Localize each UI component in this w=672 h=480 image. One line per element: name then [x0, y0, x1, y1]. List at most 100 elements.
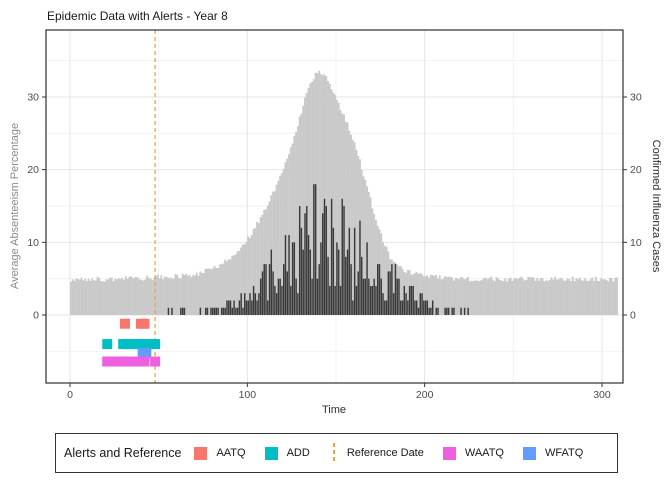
y-tick-label-right: 0 — [630, 310, 636, 322]
absenteeism-bar — [124, 276, 127, 315]
cases-bar — [373, 278, 375, 315]
alert-marker-waatq — [128, 356, 139, 367]
absenteeism-bar — [280, 173, 283, 315]
absenteeism-bar — [123, 279, 126, 315]
cases-bar — [316, 278, 319, 315]
cases-bar — [419, 293, 421, 315]
absenteeism-bar — [323, 74, 326, 315]
absenteeism-bar — [273, 191, 276, 315]
absenteeism-bar — [155, 276, 157, 315]
absenteeism-bar — [415, 272, 418, 315]
absenteeism-bar — [584, 278, 587, 315]
absenteeism-bar — [589, 279, 592, 315]
absenteeism-bar — [172, 278, 175, 315]
absenteeism-bar — [417, 273, 420, 315]
cases-bar — [401, 300, 404, 315]
absenteeism-bar — [468, 281, 471, 315]
absenteeism-bar — [211, 268, 214, 315]
absenteeism-bar — [272, 191, 275, 315]
cases-bar — [224, 307, 226, 315]
absenteeism-bar — [601, 279, 604, 315]
cases-bar — [228, 300, 230, 315]
absenteeism-bar — [357, 155, 360, 315]
absenteeism-bar — [516, 279, 519, 315]
legend-item-aatq: AATQ — [194, 446, 246, 460]
cases-bar — [368, 278, 370, 315]
absenteeism-bar — [110, 277, 113, 315]
absenteeism-bar — [277, 180, 280, 315]
absenteeism-bar — [571, 276, 574, 315]
cases-bar — [183, 307, 186, 315]
absenteeism-bar — [252, 229, 255, 315]
absenteeism-bar — [593, 281, 595, 315]
absenteeism-bar — [497, 278, 500, 315]
absenteeism-bar — [300, 113, 303, 316]
absenteeism-bar — [373, 213, 376, 315]
absenteeism-bar — [186, 275, 189, 315]
absenteeism-bar — [194, 275, 196, 315]
cases-bar — [270, 249, 273, 315]
cases-bar — [391, 264, 393, 315]
absenteeism-bar — [119, 279, 122, 315]
absenteeism-bar — [181, 273, 184, 315]
absenteeism-bar — [69, 281, 72, 315]
absenteeism-bar — [85, 281, 88, 315]
absenteeism-bar — [311, 81, 314, 315]
cases-bar — [263, 264, 265, 315]
cases-bar — [403, 285, 406, 315]
cases-bar — [293, 242, 296, 315]
cases-bar — [426, 300, 429, 315]
cases-bar — [222, 307, 225, 315]
absenteeism-bar — [605, 280, 608, 315]
absenteeism-bar — [199, 271, 202, 315]
alert-marker-wfatq — [141, 348, 152, 359]
cases-bar — [463, 307, 466, 315]
absenteeism-bar — [557, 279, 560, 315]
cases-bar — [309, 249, 312, 315]
absenteeism-bar — [493, 281, 496, 315]
absenteeism-bar — [318, 70, 321, 315]
cases-bar — [277, 278, 280, 315]
absenteeism-bar — [107, 279, 110, 315]
cases-bar — [352, 300, 354, 315]
add-swatch-icon — [264, 446, 278, 460]
cases-bar — [369, 285, 372, 315]
absenteeism-bar — [156, 274, 159, 315]
absenteeism-bar — [580, 280, 583, 315]
cases-bar — [389, 271, 391, 315]
absenteeism-bar — [575, 278, 578, 315]
absenteeism-bar — [114, 278, 117, 315]
cases-bar — [215, 307, 218, 315]
cases-bar — [378, 264, 381, 315]
cases-bar — [396, 278, 398, 315]
legend-box: Alerts and Reference AATQ ADD Reference … — [55, 433, 618, 473]
absenteeism-bar — [197, 275, 200, 315]
cases-bar — [268, 264, 271, 315]
absenteeism-bar — [385, 246, 388, 315]
absenteeism-bar — [135, 277, 138, 315]
wfatq-swatch-icon — [522, 446, 536, 460]
absenteeism-bar — [491, 279, 494, 315]
absenteeism-bar — [426, 275, 429, 315]
absenteeism-bar — [204, 268, 207, 315]
absenteeism-bar — [146, 275, 149, 315]
absenteeism-bar — [474, 280, 477, 315]
absenteeism-bar — [96, 276, 99, 315]
alert-marker-waatq — [150, 356, 161, 367]
cases-bar — [428, 307, 430, 315]
absenteeism-bar — [117, 278, 120, 315]
absenteeism-bar — [477, 281, 480, 315]
cases-bar — [385, 300, 388, 315]
cases-bar — [380, 278, 382, 315]
absenteeism-bar — [140, 279, 143, 315]
absenteeism-bar — [570, 280, 572, 315]
cases-bar — [231, 307, 234, 315]
absenteeism-bar — [463, 279, 466, 315]
cases-bar — [240, 293, 242, 315]
cases-bar — [267, 300, 269, 315]
cases-bar — [318, 264, 320, 315]
cases-bar — [204, 307, 207, 315]
absenteeism-bar — [472, 281, 475, 315]
absenteeism-bar — [502, 281, 505, 315]
absenteeism-bar — [183, 275, 186, 315]
